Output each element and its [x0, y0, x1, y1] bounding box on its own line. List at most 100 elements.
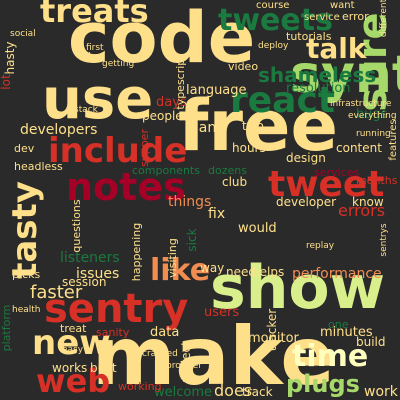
word-tweets: tweets	[218, 3, 333, 38]
word-built: built	[90, 361, 117, 375]
word-use: use	[42, 67, 153, 132]
word-social: social	[10, 29, 36, 39]
word-need: need	[226, 265, 256, 279]
word-notes: notes	[66, 165, 186, 209]
word-include: include	[48, 131, 187, 171]
word-treats: treats	[40, 0, 149, 30]
word-make: make	[92, 310, 335, 400]
word-plugs: plugs	[286, 370, 360, 398]
word-new: new	[32, 323, 111, 363]
word-tweet: tweet	[268, 164, 385, 205]
word-developers: developers	[20, 122, 97, 138]
word-track: track	[242, 385, 273, 399]
word-code: code	[68, 0, 255, 79]
word-helps: helps	[252, 265, 284, 279]
word-shameless: shameless	[258, 63, 376, 87]
word-services: services	[314, 166, 359, 179]
word-time: time	[292, 339, 368, 374]
word-talk: talk	[306, 32, 368, 65]
word-headless: headless	[14, 160, 63, 173]
word-work: work	[364, 384, 399, 400]
word-months: months	[356, 174, 398, 187]
word-club: club	[222, 175, 247, 189]
word-questions: questions	[70, 199, 83, 253]
word-free: free	[178, 85, 338, 167]
word-getting: getting	[102, 59, 134, 69]
word-resolution: resolution	[286, 81, 351, 96]
word-stack: stack	[74, 105, 99, 115]
word-replay: replay	[306, 241, 335, 251]
word-minutes: minutes	[320, 325, 373, 340]
word-web: web	[36, 362, 110, 400]
word-running: running	[356, 129, 391, 139]
word-different: different	[379, 0, 389, 37]
word-works: works	[52, 361, 87, 375]
word-happening: happening	[130, 223, 143, 281]
word-welcome: welcome	[154, 385, 212, 400]
word-crashed: crashed	[142, 349, 178, 359]
word-faster: faster	[30, 282, 83, 303]
word-language: language	[186, 83, 247, 98]
word-hasty: hasty	[3, 41, 17, 74]
word-browser: browser	[166, 361, 202, 371]
word-bugs: bugs	[356, 107, 388, 122]
word-know: know	[352, 195, 384, 209]
word-plan: plan	[186, 120, 216, 136]
word-course: course	[256, 0, 289, 11]
word-react: react	[230, 80, 335, 121]
word-platform: platform	[0, 305, 13, 352]
word-sick: sick	[185, 228, 199, 251]
word-people: people	[142, 109, 183, 123]
word-does: does	[214, 381, 252, 400]
word-tasty: tasty	[5, 181, 45, 279]
word-build: build	[356, 335, 386, 349]
word-two: two	[242, 119, 264, 133]
word-easy: easy	[62, 345, 84, 355]
word-treat: treat	[60, 322, 87, 335]
word-listeners: listeners	[60, 250, 120, 266]
word-sentry: sentry	[44, 286, 188, 332]
word-health: health	[12, 305, 41, 315]
word-working: working	[118, 380, 162, 393]
word-content: content	[336, 141, 382, 155]
word-users: users	[204, 305, 239, 320]
word-supper: supper	[138, 129, 151, 167]
word-project: project	[179, 341, 193, 383]
word-everything: everything	[348, 111, 397, 121]
word-want: want	[330, 0, 355, 11]
word-infrastructure: infrastructure	[330, 99, 392, 109]
word-five: five	[84, 50, 104, 63]
word-one: one	[328, 318, 349, 331]
word-sanity: sanity	[96, 326, 130, 339]
word-hours: hours	[232, 141, 266, 155]
word-typescript: typescript	[174, 54, 187, 110]
word-things: things	[168, 194, 211, 210]
word-dozens: dozens	[208, 164, 247, 177]
word-error: error	[342, 10, 369, 23]
word-fix: fix	[208, 206, 225, 222]
word-tutorials: tutorials	[286, 30, 332, 43]
word-dev: dev	[14, 142, 35, 155]
word-issues: issues	[76, 266, 119, 282]
word-like: like	[150, 253, 210, 288]
word-components: components	[132, 164, 200, 177]
word-design: design	[286, 151, 326, 165]
word-days: days	[156, 95, 187, 110]
word-show: show	[210, 253, 385, 323]
word-developer: developer	[276, 195, 336, 209]
word-sure: sure	[350, 12, 396, 111]
word-features: features	[388, 119, 399, 160]
word-way: way	[200, 261, 224, 275]
word-video: video	[228, 60, 258, 73]
word-tracker: tracker	[265, 309, 279, 351]
word-syntax: syntax	[290, 45, 400, 105]
word-monitor: monitor	[248, 331, 300, 346]
word-session: session	[62, 275, 106, 289]
word-data: data	[150, 325, 179, 340]
word-visiting: visiting	[166, 238, 179, 278]
word-first: first	[86, 43, 104, 53]
word-errors: errors	[338, 201, 385, 220]
word-deploy: deploy	[258, 41, 289, 51]
